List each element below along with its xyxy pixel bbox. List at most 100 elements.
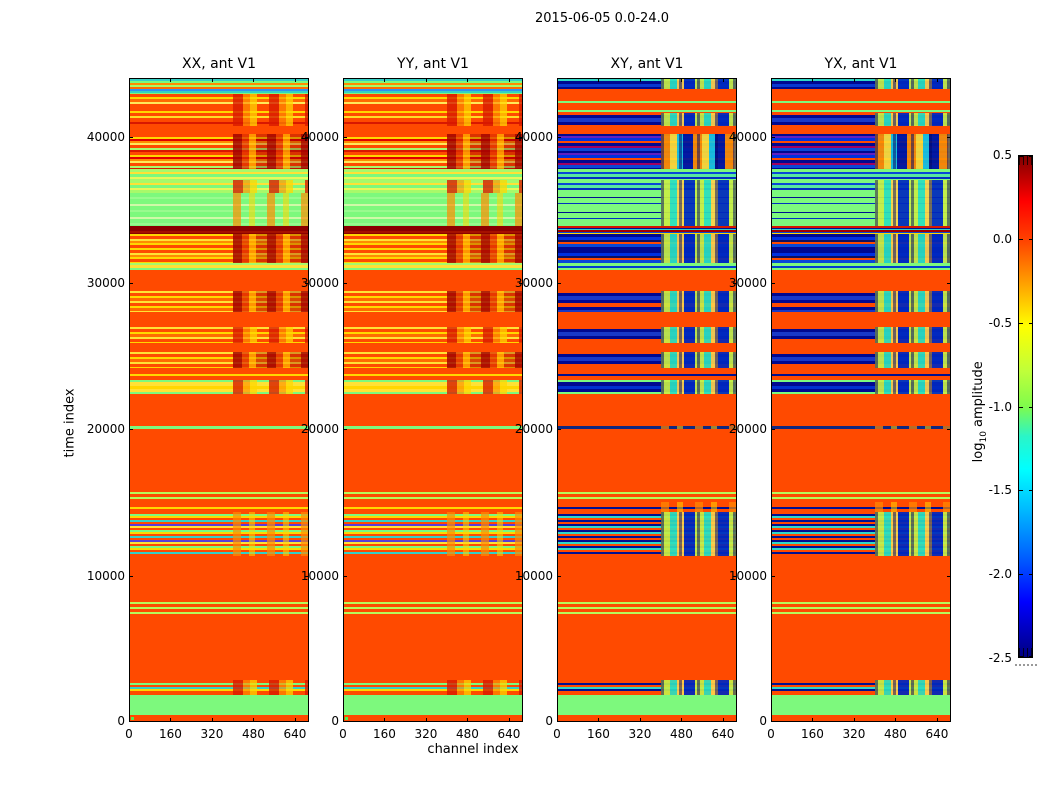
colorbar-tick-mark bbox=[1019, 406, 1023, 408]
y-tick-mark bbox=[947, 429, 951, 431]
blotch-region bbox=[233, 327, 308, 344]
heatmap-band bbox=[772, 89, 950, 94]
heatmap-band bbox=[558, 233, 736, 263]
y-tick-label: 30000 bbox=[86, 275, 125, 290]
heatmap-band bbox=[772, 694, 950, 716]
heatmap-band bbox=[344, 169, 522, 180]
x-tick-mark bbox=[253, 78, 255, 82]
heatmap-band bbox=[130, 112, 308, 126]
panel-title-yy: YY, ant V1 bbox=[397, 56, 469, 72]
heatmap-band bbox=[344, 134, 522, 170]
x-tick-mark bbox=[170, 718, 172, 722]
heatmap-band bbox=[772, 169, 950, 180]
blotch-region bbox=[661, 290, 736, 313]
blotch-region bbox=[875, 512, 950, 557]
colorbar-hatch-top bbox=[1019, 156, 1032, 165]
heatmap-band bbox=[344, 694, 522, 716]
heatmap-band bbox=[344, 312, 522, 328]
heatmap-band bbox=[772, 327, 950, 344]
y-tick-label: 0 bbox=[331, 714, 339, 728]
heatmap-band bbox=[772, 556, 950, 600]
heatmap-band bbox=[772, 179, 950, 193]
blotch-region bbox=[233, 512, 308, 557]
colorbar-tick-mark bbox=[1029, 406, 1033, 408]
blotch-region bbox=[875, 179, 950, 193]
x-tick-mark bbox=[771, 78, 772, 82]
heatmap-band bbox=[344, 112, 522, 126]
x-tick-label: 640 bbox=[283, 727, 307, 741]
colorbar-tick-mark bbox=[1019, 322, 1023, 324]
heatmap-band bbox=[130, 426, 308, 430]
colorbar-tick-label: -2.5 bbox=[988, 651, 1012, 665]
y-tick-label: 30000 bbox=[514, 275, 553, 290]
y-tick-mark bbox=[733, 575, 737, 577]
heatmap-band bbox=[130, 429, 308, 489]
heatmap-band bbox=[558, 192, 736, 227]
x-tick-mark bbox=[681, 718, 683, 722]
y-tick-mark bbox=[557, 136, 561, 138]
y-tick-label: 10000 bbox=[300, 568, 339, 583]
heatmap-band bbox=[772, 394, 950, 427]
heatmap-band bbox=[130, 715, 308, 721]
blotch-region bbox=[875, 192, 950, 227]
colorbar-tick-label: -2.0 bbox=[988, 567, 1012, 582]
heatmap-band bbox=[130, 502, 308, 513]
heatmap-band bbox=[558, 489, 736, 503]
x-tick-mark bbox=[812, 718, 814, 722]
x-tick-mark bbox=[722, 718, 724, 722]
blotch-region bbox=[661, 379, 736, 395]
heatmap-band bbox=[344, 262, 522, 271]
x-tick-label: 480 bbox=[242, 727, 265, 741]
heatmap-band bbox=[558, 179, 736, 193]
x-tick-mark bbox=[598, 78, 600, 82]
blotch-region bbox=[447, 179, 522, 193]
heatmap-band bbox=[130, 169, 308, 180]
blotch-region bbox=[233, 351, 308, 368]
heatmap-band bbox=[558, 599, 736, 618]
x-tick-label: 480 bbox=[670, 727, 693, 741]
heatmap-band bbox=[772, 617, 950, 681]
x-tick-mark bbox=[384, 718, 386, 722]
x-tick-mark bbox=[853, 718, 855, 722]
y-tick-mark bbox=[519, 429, 523, 431]
heatmap-band bbox=[344, 379, 522, 395]
y-tick-mark bbox=[733, 429, 737, 431]
heatmap-band bbox=[130, 262, 308, 271]
heatmap-band bbox=[772, 226, 950, 234]
y-tick-mark bbox=[733, 136, 737, 138]
heatmap-band bbox=[558, 125, 736, 135]
heatmap-band bbox=[344, 367, 522, 380]
x-tick-label: 320 bbox=[628, 727, 652, 741]
y-tick-mark bbox=[129, 575, 133, 577]
heatmap-band bbox=[344, 93, 522, 113]
heatmap-band bbox=[558, 426, 736, 430]
heatmap-band bbox=[130, 367, 308, 380]
heatmap-band bbox=[772, 489, 950, 503]
x-tick-mark bbox=[771, 718, 772, 722]
y-tick-mark bbox=[557, 575, 561, 577]
origin-marker bbox=[131, 717, 134, 720]
x-tick-label: 480 bbox=[456, 727, 479, 741]
blotch-region bbox=[875, 426, 950, 430]
blotch-region bbox=[233, 179, 308, 193]
x-tick-mark bbox=[812, 78, 814, 82]
x-tick-mark bbox=[936, 78, 938, 82]
heatmap-band bbox=[558, 79, 736, 90]
blotch-region bbox=[661, 179, 736, 193]
x-tick-label: 0 bbox=[553, 727, 561, 741]
panel-title-yx: YX, ant V1 bbox=[824, 56, 898, 72]
blotch-region bbox=[661, 426, 736, 430]
heatmap-band bbox=[772, 192, 950, 227]
blotch-region bbox=[875, 79, 950, 90]
blotch-region bbox=[447, 93, 522, 113]
heatmap-band bbox=[772, 599, 950, 618]
y-tick-label: 0 bbox=[117, 714, 125, 728]
heatmap-band bbox=[772, 93, 950, 113]
heatmap-band bbox=[344, 429, 522, 489]
y-tick-label: 20000 bbox=[728, 422, 767, 437]
heatmap-band bbox=[558, 367, 736, 380]
y-tick-mark bbox=[771, 429, 775, 431]
heatmap-band bbox=[130, 327, 308, 344]
x-tick-mark bbox=[211, 718, 213, 722]
y-tick-mark bbox=[771, 282, 775, 284]
